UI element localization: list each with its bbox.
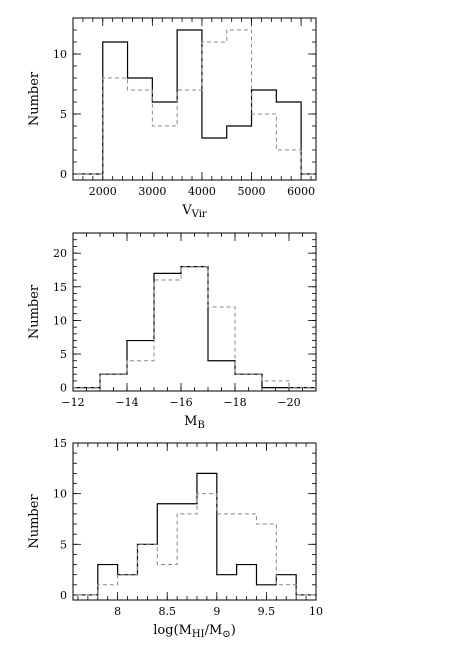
x-tick-label: 9 [213, 605, 220, 618]
plot-frame [72, 442, 317, 601]
y-tick-label: 0 [60, 382, 67, 395]
x-tick-label: −16 [169, 396, 192, 409]
x-tick-label: 4000 [188, 185, 216, 198]
y-tick-label: 0 [60, 168, 67, 181]
y-tick-label: 5 [60, 348, 67, 361]
x-tick-label: 3000 [138, 185, 166, 198]
solid-histogram-series [77, 472, 316, 596]
x-axis-title: VVir [181, 203, 207, 220]
dashed-histogram-series [77, 29, 316, 175]
histogram-panel-3: 8 8.5 9 9.5 10 0 5 10 15 Number log(MHI/M⊙) [27, 437, 323, 640]
y-axis-title: Number [27, 494, 42, 549]
y-tick-label: 10 [53, 488, 67, 501]
x-tick-label: 8.5 [158, 605, 176, 618]
x-tick-label: 10 [309, 605, 323, 618]
y-tick-label: 5 [60, 108, 67, 121]
x-tick-label: 9.5 [258, 605, 276, 618]
x-axis-title: log(MHI/M⊙) [153, 623, 236, 640]
x-tick-label: 8 [114, 605, 121, 618]
y-tick-label: 10 [53, 48, 67, 61]
plot-frame [72, 232, 317, 392]
histogram-panel-2: −12 −14 −16 −18 −20 0 5 10 15 20 Number MB [27, 232, 317, 431]
x-tick-label: −14 [115, 396, 138, 409]
x-tick-label: 6000 [287, 185, 315, 198]
dashed-histogram-series [73, 266, 316, 389]
plot-frame [72, 17, 317, 181]
y-tick-label: 15 [53, 281, 67, 294]
x-axis-title: MB [184, 414, 205, 431]
x-tick-label: −12 [61, 396, 84, 409]
y-tick-label: 15 [53, 437, 67, 450]
x-tick-label: 5000 [238, 185, 266, 198]
dashed-histogram-series [77, 493, 316, 596]
x-tick-label: 2000 [89, 185, 117, 198]
x-tick-label: −20 [277, 396, 300, 409]
solid-histogram-series [77, 29, 316, 175]
y-tick-label: 5 [60, 538, 67, 551]
y-axis-title: Number [27, 284, 42, 339]
y-tick-label: 20 [53, 247, 67, 260]
histogram-panel-1: 2000 3000 4000 5000 6000 0 5 10 Number VVir [27, 17, 317, 220]
y-tick-label: 10 [53, 314, 67, 327]
solid-histogram-series [73, 266, 316, 389]
x-tick-label: −18 [223, 396, 246, 409]
y-tick-label: 0 [60, 589, 67, 602]
y-axis-title: Number [27, 71, 42, 126]
